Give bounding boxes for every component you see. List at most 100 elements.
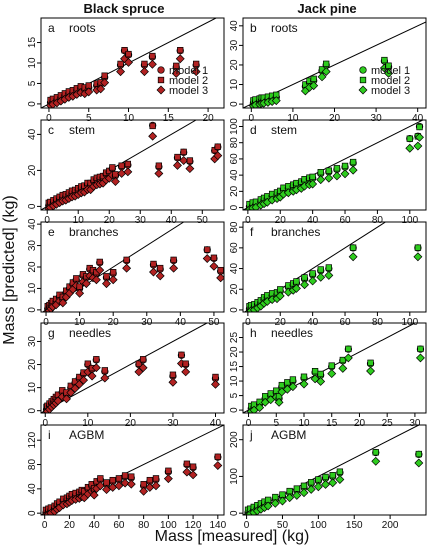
x-tick-label: 40 (89, 520, 101, 531)
data-point-model-3 (168, 377, 178, 387)
x-tick-label: 5 (86, 113, 92, 124)
data-point-model-2 (286, 487, 293, 495)
data-point-model-2 (128, 473, 135, 480)
y-tick-label: 40 (229, 263, 240, 275)
data-point-model-2 (341, 162, 349, 170)
panel-label: AGBM (69, 428, 104, 442)
data-point-model-2 (317, 169, 324, 176)
data-point-model-3 (181, 367, 191, 377)
panel-letter: b (250, 21, 257, 35)
y-tick-label: 80 (229, 221, 240, 233)
data-point-model-3 (335, 475, 345, 484)
data-point-model-3 (328, 478, 338, 488)
x-tick-label: 0 (42, 418, 48, 429)
data-point-model-3 (62, 394, 71, 404)
legend-marker-model-3 (156, 85, 166, 95)
panel-letter: c (48, 123, 54, 137)
data-point-model-2 (170, 256, 177, 263)
data-point-model-3 (96, 84, 106, 94)
data-point-model-2 (309, 173, 316, 181)
data-point-model-3 (120, 478, 130, 488)
data-point-model-3 (255, 403, 265, 413)
panel-letter: a (48, 21, 55, 35)
legend-entry: model 3 (371, 85, 410, 97)
legend-marker-model-2 (157, 76, 165, 84)
x-tick-label: 40 (166, 215, 178, 226)
x-tick-label: 10 (287, 113, 299, 124)
data-point-model-3 (102, 279, 111, 289)
data-point-model-2 (110, 269, 117, 276)
data-point-model-2 (214, 143, 221, 150)
x-tick-label: 150 (346, 520, 363, 531)
y-tick-label: 0 (27, 510, 38, 516)
data-point-model-2 (177, 46, 184, 54)
data-point-model-3 (332, 171, 342, 181)
data-point-model-3 (185, 164, 195, 174)
plot-frame (242, 322, 427, 414)
data-point-model-2 (118, 162, 125, 169)
data-point-model-2 (289, 376, 297, 383)
data-point-model-3 (100, 373, 110, 383)
column-title-jack-pine: Jack pine (297, 1, 356, 16)
data-point-model-3 (415, 353, 425, 363)
legend-entry: model 1 (371, 65, 410, 77)
data-point-model-2 (155, 162, 163, 169)
data-point-model-2 (152, 475, 160, 482)
y-tick-label: 120 (27, 431, 38, 448)
legend-marker-model-3 (358, 85, 368, 95)
y-tick-label: 10 (229, 79, 240, 91)
data-point-model-2 (178, 351, 185, 358)
data-point-model-2 (112, 171, 119, 178)
x-tick-label: 15 (326, 418, 338, 429)
x-tick-label: 40 (412, 113, 424, 124)
x-tick-label: 20 (104, 215, 116, 226)
data-point-model-2 (214, 453, 221, 460)
data-point-model-2 (165, 467, 172, 474)
data-point-model-2 (317, 266, 324, 273)
y-tick-label: 0 (27, 407, 38, 413)
data-point-model-2 (325, 167, 332, 174)
data-point-model-2 (97, 475, 104, 482)
data-points (42, 351, 220, 413)
x-tick-label: 0 (245, 215, 251, 226)
data-point-model-3 (348, 165, 358, 175)
data-point-model-2 (96, 258, 103, 266)
data-point-model-3 (148, 131, 158, 141)
data-point-model-2 (183, 460, 191, 467)
plot-frame (40, 424, 225, 516)
data-point-model-2 (123, 256, 130, 263)
data-point-model-3 (139, 67, 149, 77)
x-tick-label: 0 (244, 520, 250, 531)
panel-e: 0 10 20 30 40 50 0 10 20 30 40 e branches (27, 218, 225, 328)
data-point-model-3 (173, 160, 182, 170)
data-point-model-2 (323, 60, 330, 67)
x-tick-label: 20 (329, 113, 341, 124)
data-point-model-3 (202, 254, 212, 264)
data-point-model-2 (192, 60, 200, 68)
y-tick-label: 20 (27, 261, 38, 273)
data-point-model-2 (115, 475, 123, 482)
data-point-model-3 (110, 177, 120, 187)
y-tick-label: 20 (27, 359, 38, 371)
legend-entry: model 2 (371, 75, 410, 87)
data-point-model-3 (316, 175, 326, 185)
y-axis-label: Mass [predicted] (kg) (1, 195, 18, 344)
panel-label: AGBM (271, 428, 306, 442)
plot-frame (40, 322, 225, 414)
x-tick-label: 30 (167, 418, 179, 429)
data-point-model-3 (414, 458, 424, 468)
y-tick-label: 200 (229, 431, 240, 448)
data-point-model-3 (216, 273, 224, 283)
data-point-model-2 (117, 60, 124, 68)
data-point-model-3 (413, 141, 423, 151)
data-point-model-3 (126, 479, 136, 489)
data-points (41, 453, 223, 515)
x-tick-label: 5 (273, 418, 279, 429)
y-tick-label: 30 (27, 335, 38, 347)
panel-h: 0 5 10 15 20 25 30 0 5 10 15 20 25 h needles (229, 322, 427, 429)
data-point-model-2 (103, 273, 110, 280)
data-point-model-3 (324, 173, 334, 183)
